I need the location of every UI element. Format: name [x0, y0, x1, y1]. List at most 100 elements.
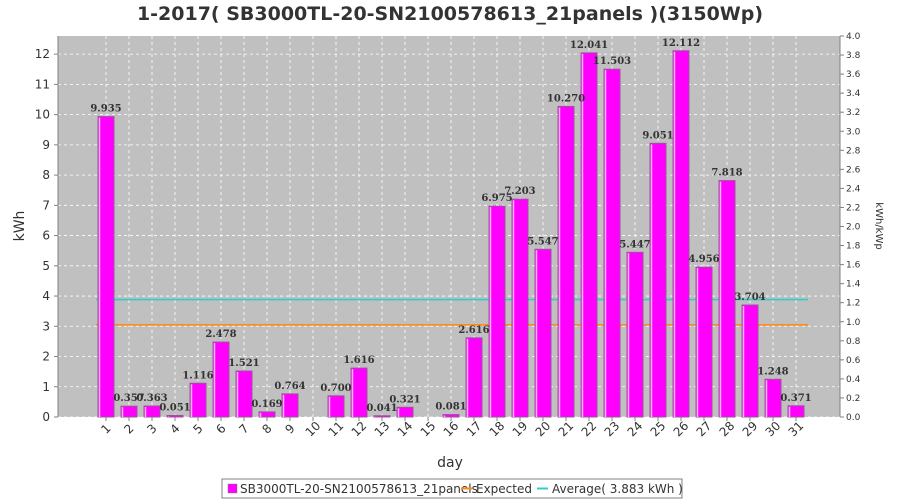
bar	[465, 337, 483, 418]
y-tick-label: 10	[35, 108, 50, 122]
bar	[97, 116, 115, 418]
x-tick-label: 12	[349, 419, 370, 440]
data-label: 10.270	[547, 93, 585, 104]
data-label: 12.041	[570, 40, 608, 51]
data-label: 5.447	[619, 239, 650, 250]
legend-box	[221, 478, 683, 499]
legend-label-bars: SB3000TL-20-SN2100578613_21panels	[240, 482, 478, 496]
y-tick-label: 1	[42, 380, 50, 394]
right-tick-label: 2.8	[846, 146, 861, 156]
bar	[281, 393, 299, 418]
x-tick-label: 6	[213, 421, 228, 436]
bar	[442, 414, 460, 418]
data-label: 11.503	[593, 56, 631, 67]
y-tick-label: 0	[42, 410, 50, 424]
right-tick-label: 3.6	[846, 70, 861, 80]
data-label: 0.363	[136, 393, 167, 404]
right-axis-label: kWh/kWp	[873, 202, 884, 249]
x-axis-ticks: 1 2 3 4 5 6 7 8 9 10 11 12 13 14 15 16 17 18 19 20 21 22 23 24 2…	[98, 417, 806, 439]
x-tick-label: 30	[763, 419, 784, 440]
data-label: 1.116	[182, 370, 213, 381]
x-tick-label: 31	[786, 419, 807, 440]
data-label: 9.051	[642, 130, 673, 141]
bar	[649, 142, 667, 418]
bar	[672, 50, 690, 418]
x-tick-label: 8	[259, 421, 274, 436]
bar	[120, 405, 138, 418]
x-tick-label: 29	[740, 419, 761, 440]
y-tick-label: 4	[42, 289, 50, 303]
right-tick-label: 0.4	[846, 375, 861, 385]
bar	[143, 405, 161, 418]
data-label: 2.478	[205, 329, 236, 340]
x-tick-label: 2	[121, 421, 136, 436]
bar	[488, 205, 506, 418]
data-label: 6.975	[481, 193, 512, 204]
bar	[373, 415, 391, 418]
data-label: 0.051	[159, 402, 190, 413]
bar	[764, 378, 782, 418]
right-tick-label: 2.0	[846, 223, 861, 233]
y-tick-label: 8	[42, 168, 50, 182]
x-tick-label: 20	[533, 419, 554, 440]
data-label: 2.616	[458, 325, 489, 336]
y-tick-label: 12	[35, 47, 50, 61]
legend-swatch-bars	[227, 483, 238, 494]
data-label: 0.041	[366, 403, 397, 414]
x-tick-label: 27	[694, 419, 715, 440]
bar	[511, 198, 529, 418]
x-tick-label: 26	[671, 419, 692, 440]
right-axis-ticks: 0.0 0.2 0.4 0.6 0.8 1.0 1.2 1.4 1.6 1.8 2.0 2.2 2.4 2…	[840, 32, 861, 423]
x-tick-label: 17	[464, 419, 485, 440]
legend-label-expected: Expected	[476, 482, 532, 496]
data-label: 1.248	[757, 366, 788, 377]
bar	[695, 266, 713, 418]
x-tick-label: 15	[418, 419, 439, 440]
data-label: 0.700	[320, 383, 351, 394]
bar	[396, 406, 414, 418]
data-label: 0.321	[389, 394, 420, 405]
data-label: 0.081	[435, 402, 466, 413]
bars	[97, 50, 805, 418]
bar	[718, 180, 736, 418]
right-tick-label: 1.8	[846, 242, 861, 252]
data-label: 1.616	[343, 355, 374, 366]
data-label: 1.521	[228, 358, 259, 369]
x-tick-label: 10	[303, 419, 324, 440]
y-tick-label: 5	[42, 259, 50, 273]
x-tick-label: 9	[282, 421, 297, 436]
right-tick-label: 3.0	[846, 127, 861, 137]
x-tick-label: 28	[717, 419, 738, 440]
right-tick-label: 2.4	[846, 184, 861, 194]
y-tick-label: 6	[42, 229, 50, 243]
bar	[166, 414, 184, 418]
bar	[327, 395, 345, 418]
x-tick-label: 7	[236, 421, 251, 436]
data-label: 3.704	[734, 292, 765, 303]
chart-title: 1-2017( SB3000TL-20-SN2100578613_21panel…	[137, 3, 763, 25]
right-tick-label: 1.6	[846, 261, 861, 271]
bar	[534, 248, 552, 418]
y-tick-label: 7	[42, 198, 50, 212]
y-axis-label: kWh	[12, 211, 28, 242]
bar	[350, 367, 368, 418]
x-tick-label: 24	[625, 419, 646, 440]
bar	[603, 68, 621, 418]
x-axis-label: day	[437, 455, 463, 471]
x-tick-label: 16	[441, 419, 462, 440]
right-tick-label: 3.2	[846, 108, 860, 118]
data-label: 0.357	[113, 393, 144, 404]
x-tick-label: 13	[372, 419, 393, 440]
x-tick-label: 5	[190, 421, 205, 436]
bar	[741, 304, 759, 418]
bar	[189, 382, 207, 418]
x-tick-label: 23	[602, 419, 623, 440]
x-tick-label: 18	[487, 419, 508, 440]
data-label: 5.547	[527, 236, 558, 247]
bar	[258, 411, 276, 418]
data-label: 7.203	[504, 186, 535, 197]
bar	[557, 105, 575, 418]
right-tick-label: 1.4	[846, 280, 861, 290]
